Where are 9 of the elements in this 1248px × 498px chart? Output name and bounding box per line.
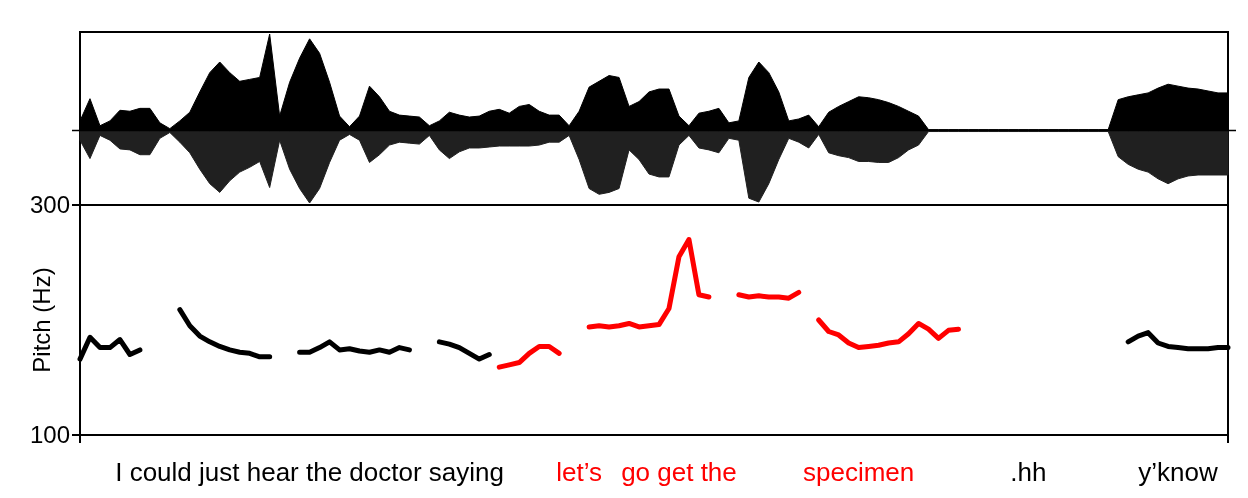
x-tick-label: .hh [1010,457,1047,487]
x-tick-label: I could just hear the doctor saying [115,457,504,487]
y-tick-label: 300 [29,191,70,219]
x-tick-label: let’s [556,457,603,487]
x-tick-label: y’know [1138,457,1219,487]
x-tick-label: specimen [803,457,915,487]
y-tick-label: 100 [29,421,70,449]
y-axis-title: Pitch (Hz) [28,267,55,373]
x-tick-label: go get the [621,457,737,487]
